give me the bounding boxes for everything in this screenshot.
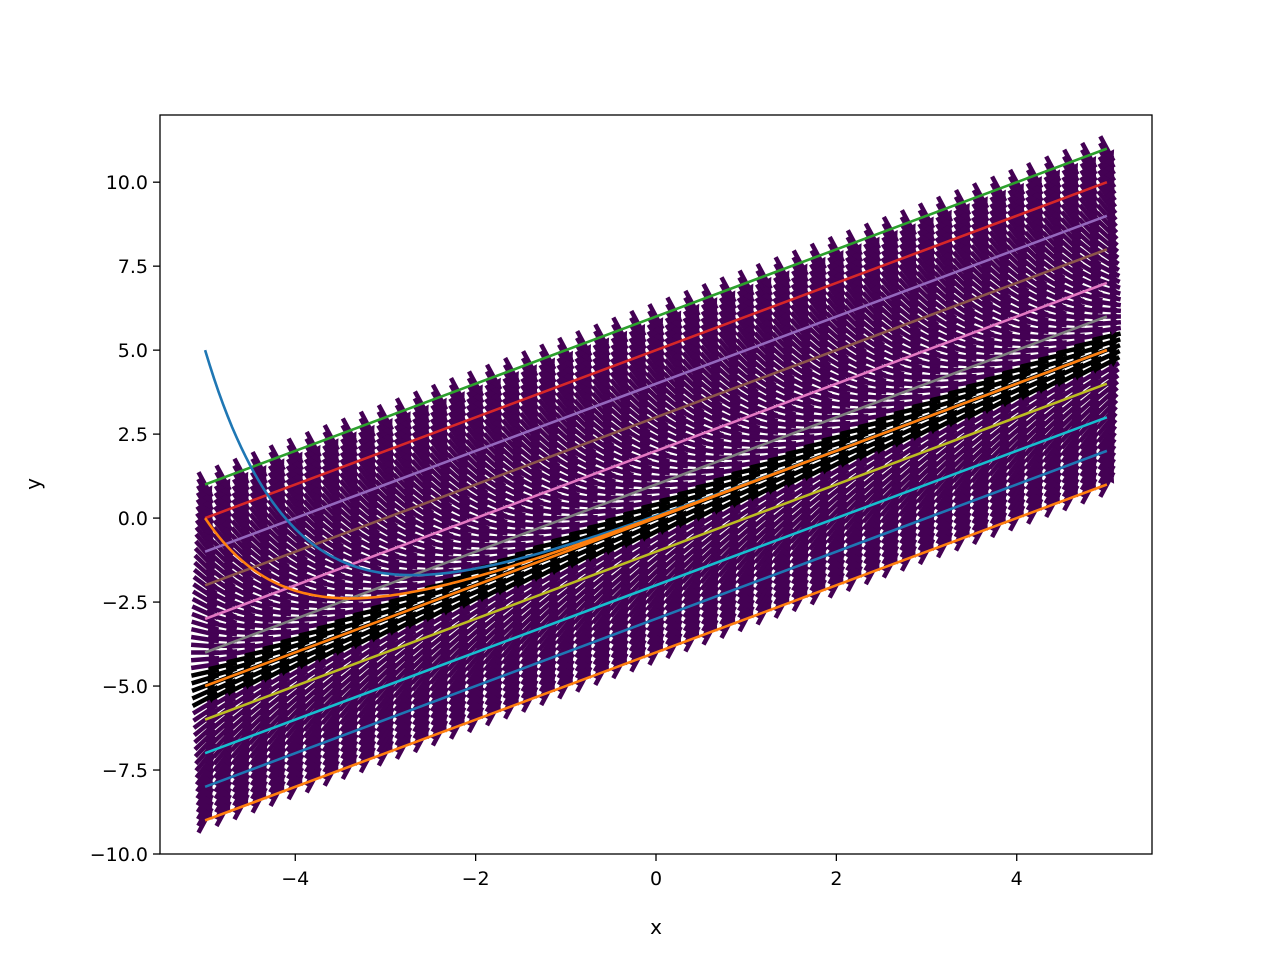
chart-svg: −4−2024 −10.0−7.5−5.0−2.50.02.55.07.510.…	[0, 0, 1280, 960]
chart-container: −4−2024 −10.0−7.5−5.0−2.50.02.55.07.510.…	[0, 0, 1280, 960]
